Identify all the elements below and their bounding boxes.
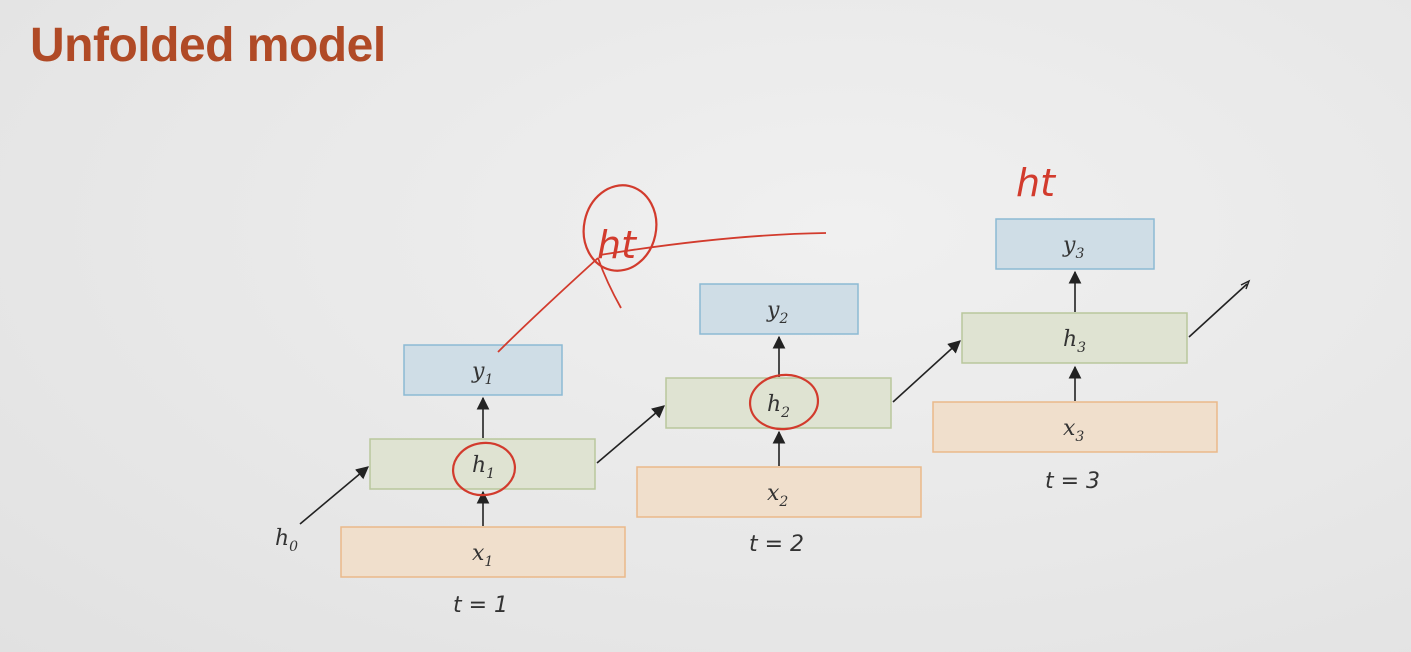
annotation-stroke-1 <box>497 257 599 353</box>
hidden-box-1 <box>369 438 596 490</box>
arrow-h3-next <box>1188 283 1248 338</box>
arrow-h0-h1 <box>299 466 369 525</box>
input-label-1: x1 <box>472 541 493 570</box>
hidden-box-3 <box>961 312 1188 364</box>
annotation-stroke-2 <box>597 257 622 309</box>
slide-title: Unfolded model <box>30 19 386 72</box>
input-box-2 <box>636 466 922 518</box>
initial-state-label: h0 <box>275 526 298 555</box>
input-label-3: x3 <box>1063 416 1084 445</box>
time-label-2: t = 2 <box>749 532 804 557</box>
time-label-1: t = 1 <box>453 593 508 618</box>
step-3: x3 h3 y3 t = 3 <box>932 218 1218 494</box>
circle-h1 <box>451 441 517 497</box>
hidden-label-2: h2 <box>767 392 790 421</box>
step-2: x2 h2 y2 t = 2 <box>636 283 922 557</box>
handwritten-ht-2: ht <box>1016 161 1057 205</box>
arrow-h1-h2 <box>596 405 665 464</box>
handwritten-ht-1: ht <box>597 223 638 267</box>
hidden-label-1: h1 <box>472 453 495 482</box>
output-box-1 <box>403 344 563 396</box>
input-box-3 <box>932 401 1218 453</box>
circle-ht <box>582 184 658 272</box>
input-label-2: x2 <box>767 481 788 510</box>
output-box-2 <box>699 283 859 335</box>
output-box-3 <box>995 218 1155 270</box>
hidden-label-3: h3 <box>1063 327 1086 356</box>
annotation-stroke-3 <box>599 232 827 256</box>
hidden-box-2 <box>665 377 892 429</box>
handwritten-annotations: ht ht <box>451 161 1057 497</box>
step-1: x1 h1 y1 t = 1 <box>340 344 626 618</box>
circle-h2 <box>748 373 820 431</box>
output-label-2: y2 <box>766 298 788 327</box>
time-label-3: t = 3 <box>1045 469 1100 494</box>
output-label-3: y3 <box>1062 233 1084 262</box>
output-label-1: y1 <box>471 359 493 388</box>
input-box-1 <box>340 526 626 578</box>
arrow-h2-h3 <box>892 340 961 403</box>
arrow-h3-next-tip <box>1240 279 1251 290</box>
